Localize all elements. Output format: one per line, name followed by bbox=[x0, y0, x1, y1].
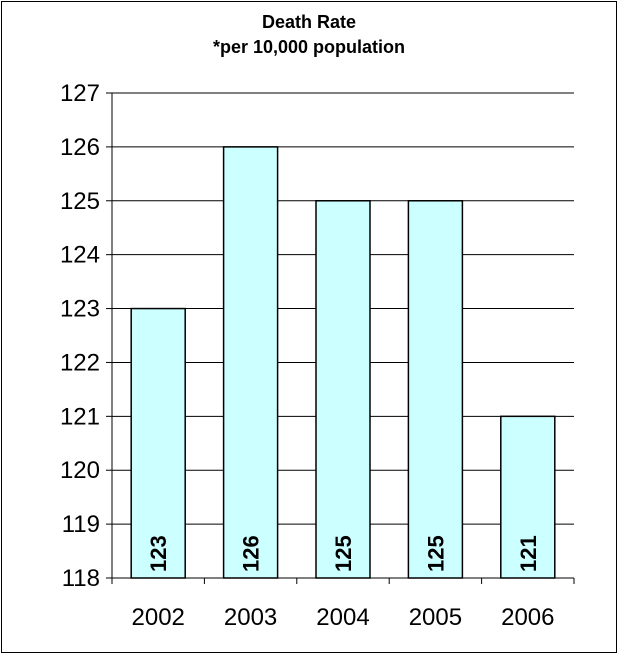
data-label-2003: 126 bbox=[239, 535, 264, 572]
x-tick-label-2002: 2002 bbox=[132, 604, 185, 631]
x-tick-label-2004: 2004 bbox=[316, 604, 369, 631]
data-label-2004: 125 bbox=[331, 535, 356, 572]
data-label-2006: 121 bbox=[516, 535, 541, 572]
x-tick-label-2006: 2006 bbox=[501, 604, 554, 631]
y-tick-label-120: 120 bbox=[60, 457, 100, 484]
y-tick-label-119: 119 bbox=[62, 511, 100, 538]
y-tick-label-122: 122 bbox=[60, 349, 100, 376]
x-tick-label-2005: 2005 bbox=[409, 604, 462, 631]
x-tick-label-2003: 2003 bbox=[224, 604, 277, 631]
y-tick-label-118: 118 bbox=[62, 565, 100, 592]
y-tick-label-121: 121 bbox=[60, 403, 100, 430]
y-tick-label-127: 127 bbox=[60, 80, 100, 107]
chart-title: Death Rate bbox=[261, 12, 357, 32]
bar-2006 bbox=[500, 415, 556, 579]
bar-2003 bbox=[222, 146, 279, 579]
y-tick-label-126: 126 bbox=[60, 134, 100, 161]
bar-2002 bbox=[130, 307, 186, 579]
y-tick-label-124: 124 bbox=[60, 242, 100, 269]
data-label-2002: 123 bbox=[146, 535, 171, 572]
y-tick-label-125: 125 bbox=[60, 188, 100, 215]
y-tick-label-123: 123 bbox=[60, 296, 100, 323]
chart-subtitle: *per 10,000 population bbox=[212, 37, 406, 57]
bar-2004 bbox=[315, 200, 371, 579]
bar-2005 bbox=[407, 200, 464, 579]
data-label-2005: 125 bbox=[423, 535, 448, 572]
